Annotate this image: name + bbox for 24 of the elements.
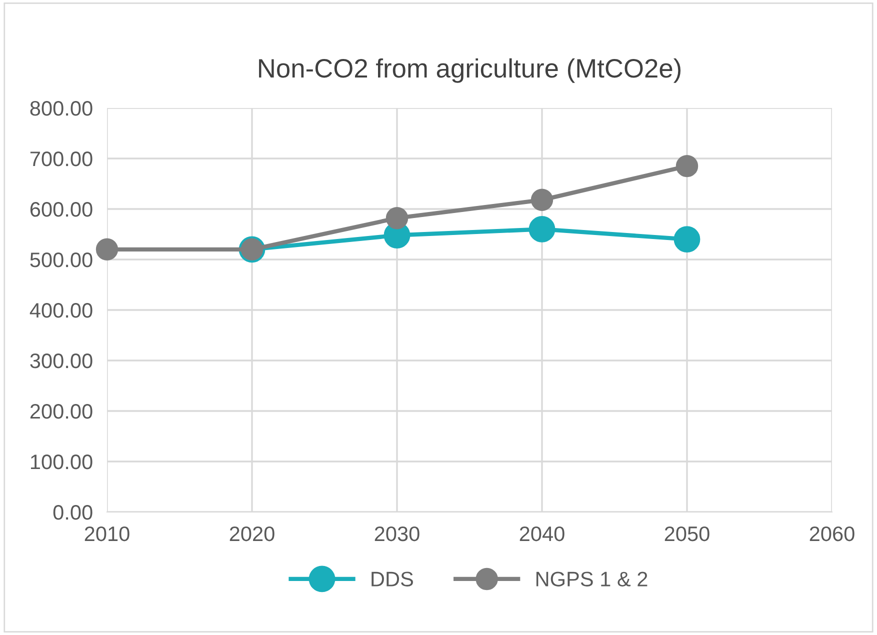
y-tick-label: 400.00 (30, 303, 92, 318)
x-tick-label: 2020 (230, 526, 274, 542)
y-tick-label: 700.00 (30, 152, 92, 166)
x-tick-label: 2060 (810, 526, 854, 542)
point (96, 238, 118, 261)
point (386, 206, 408, 230)
x-tick-label: 2040 (520, 526, 564, 542)
y-tick-label: 100.00 (30, 454, 92, 470)
legend-label: NGPS 1 & 2 (536, 572, 648, 586)
x-tick-label: 2050 (664, 526, 710, 542)
x-tick-label: 2010 (84, 526, 130, 542)
y-tick-label: 300.00 (30, 354, 92, 368)
point (674, 226, 700, 252)
point (530, 188, 554, 212)
y-tick-label: 600.00 (30, 202, 92, 217)
y-tick-label: 800.00 (30, 101, 92, 116)
x-tick-label: 2030 (374, 526, 420, 542)
y-tick-label: 500.00 (30, 252, 92, 268)
point (528, 216, 556, 242)
legend-label: DDS (372, 572, 413, 586)
chart-title: Non-CO2 from agriculture (MtCO2e) (259, 58, 681, 83)
point (676, 154, 698, 178)
y-tick-label: 0.00 (53, 505, 92, 520)
y-tick-label: 200.00 (30, 404, 92, 419)
